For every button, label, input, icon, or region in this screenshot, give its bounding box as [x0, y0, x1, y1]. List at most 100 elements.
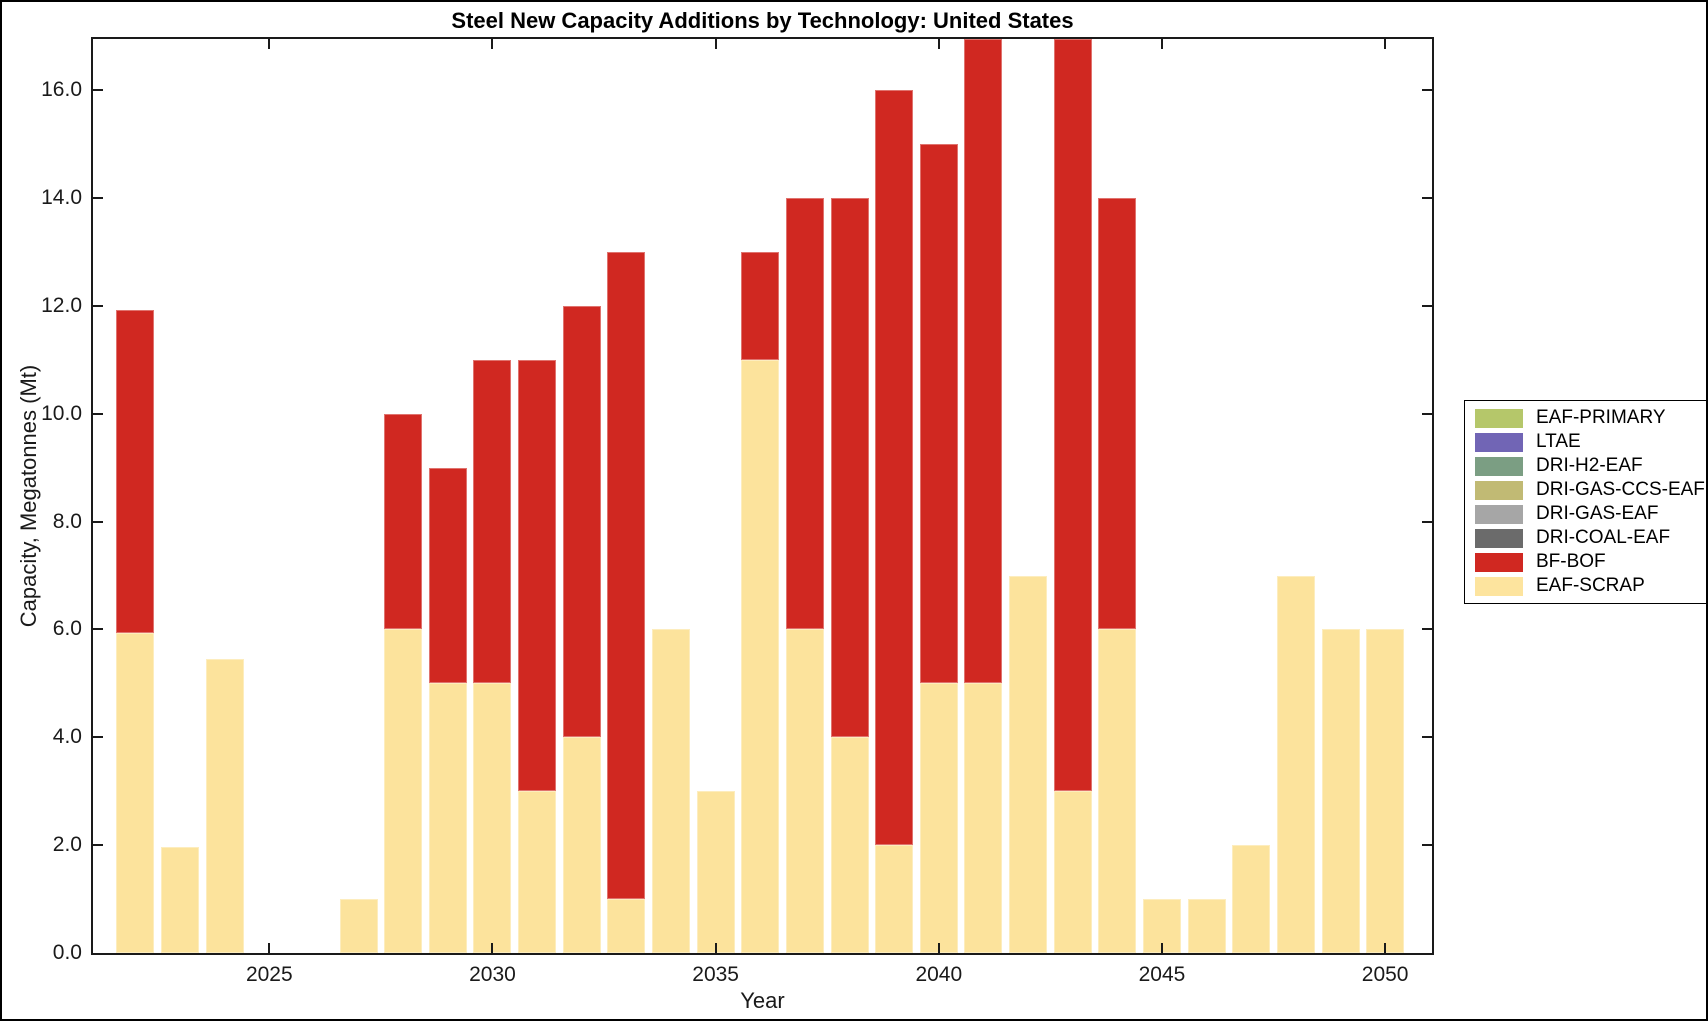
bar-segment-2031-EAF-SCRAP [518, 791, 557, 953]
y-tick-right [1422, 520, 1432, 523]
bar-segment-2038-BF-BOF [830, 198, 869, 738]
bar-segment-2038-EAF-SCRAP [830, 737, 869, 953]
bar-segment-2036-EAF-SCRAP [741, 359, 780, 953]
plot-area [93, 39, 1432, 953]
legend-label: BF-BOF [1536, 551, 1606, 572]
bar-segment-2040-EAF-SCRAP [919, 683, 958, 953]
legend-item-eaf-scrap: EAF-SCRAP [1475, 574, 1706, 598]
y-tick-left [93, 628, 103, 631]
legend-swatch [1475, 576, 1523, 596]
legend-swatch [1475, 504, 1523, 524]
y-tick-left [93, 412, 103, 415]
bar-segment-2032-BF-BOF [562, 305, 601, 738]
bar-segment-2044-BF-BOF [1098, 198, 1137, 630]
bar-segment-2044-EAF-SCRAP [1098, 629, 1137, 953]
bar-segment-2035-EAF-SCRAP [696, 791, 735, 953]
y-tick-right [1422, 197, 1432, 200]
bar-segment-2033-EAF-SCRAP [607, 899, 646, 953]
legend-item-dri-h2-eaf: DRI-H2-EAF [1475, 454, 1706, 478]
legend-label: DRI-COAL-EAF [1536, 527, 1671, 548]
x-tick-top [714, 39, 717, 49]
legend-item-ltae: LTAE [1475, 430, 1706, 454]
bar-segment-2028-EAF-SCRAP [384, 629, 423, 953]
bar-segment-2043-EAF-SCRAP [1053, 791, 1092, 953]
bar-segment-2029-EAF-SCRAP [428, 683, 467, 953]
bar-segment-2032-EAF-SCRAP [562, 737, 601, 953]
x-tick-top [1160, 39, 1163, 49]
legend-item-eaf-primary: EAF-PRIMARY [1475, 406, 1706, 430]
y-tick-label: 4.0 [52, 725, 82, 749]
legend-item-dri-gas-eaf: DRI-GAS-EAF [1475, 502, 1706, 526]
bar-segment-2043-BF-BOF [1053, 39, 1092, 792]
legend-label: LTAE [1536, 431, 1581, 452]
y-tick-right [1422, 412, 1432, 415]
bar-segment-2033-BF-BOF [607, 252, 646, 900]
bar-segment-2028-BF-BOF [384, 413, 423, 630]
legend: EAF-PRIMARY LTAE DRI-H2-EAF DRI-GAS-CCS-EAF… [1464, 400, 1706, 604]
bar-segment-2050-EAF-SCRAP [1366, 629, 1405, 953]
y-tick-label: 10.0 [41, 401, 82, 425]
y-tick-label: 12.0 [41, 293, 82, 317]
legend-label: EAF-PRIMARY [1536, 407, 1666, 428]
legend-item-bf-bof: BF-BOF [1475, 550, 1706, 574]
bar-segment-2049-EAF-SCRAP [1321, 629, 1360, 953]
bar-segment-2041-BF-BOF [964, 39, 1003, 684]
x-tick-bottom [1160, 943, 1163, 953]
bar-segment-2048-EAF-SCRAP [1276, 575, 1315, 953]
x-tick-top [937, 39, 940, 49]
chart-title: Steel New Capacity Additions by Technolo… [451, 8, 1074, 33]
x-tick-bottom [268, 943, 271, 953]
y-tick-right [1422, 628, 1432, 631]
x-tick-label: 2025 [245, 963, 293, 986]
bar-segment-2030-EAF-SCRAP [473, 683, 512, 953]
y-tick-right [1422, 736, 1432, 739]
x-tick-bottom [937, 943, 940, 953]
legend-swatch [1475, 480, 1523, 500]
x-tick-label: 2050 [1361, 963, 1409, 986]
x-tick-bottom [491, 943, 494, 953]
y-tick-label: 14.0 [41, 186, 82, 210]
legend-label: DRI-GAS-EAF [1536, 503, 1659, 524]
x-axis-label: Year [740, 988, 785, 1013]
bar-segment-2039-EAF-SCRAP [875, 845, 914, 953]
x-tick-top [268, 39, 271, 49]
x-tick-bottom [1384, 943, 1387, 953]
bar-segment-2040-BF-BOF [919, 144, 958, 684]
x-tick-label: 2040 [915, 963, 963, 986]
y-tick-right [1422, 89, 1432, 92]
x-tick-top [1384, 39, 1387, 49]
bar-segment-2023-EAF-SCRAP [161, 846, 200, 953]
axes-box [91, 37, 1434, 955]
legend-swatch [1475, 528, 1523, 548]
bar-segment-2041-EAF-SCRAP [964, 683, 1003, 953]
y-tick-left [93, 844, 103, 847]
bar-segment-2046-EAF-SCRAP [1187, 899, 1226, 953]
y-tick-left [93, 304, 103, 307]
bar-segment-2042-EAF-SCRAP [1009, 575, 1048, 953]
legend-label: EAF-SCRAP [1536, 575, 1645, 596]
bar-segment-2037-EAF-SCRAP [785, 629, 824, 953]
bar-segment-2027-EAF-SCRAP [339, 899, 378, 953]
legend-label: DRI-GAS-CCS-EAF [1536, 479, 1705, 500]
legend-item-dri-gas-ccs-eaf: DRI-GAS-CCS-EAF [1475, 478, 1706, 502]
legend-label: DRI-H2-EAF [1536, 455, 1643, 476]
bar-segment-2024-EAF-SCRAP [205, 659, 244, 953]
y-tick-right [1422, 304, 1432, 307]
y-tick-right [1422, 844, 1432, 847]
x-tick-label: 2030 [469, 963, 516, 986]
y-tick-left [93, 736, 103, 739]
y-axis-label: Capacity, Megatonnes (Mt) [16, 364, 41, 628]
y-tick-label: 16.0 [41, 78, 82, 102]
x-tick-label: 2035 [692, 963, 739, 986]
x-tick-bottom [714, 943, 717, 953]
y-tick-left [93, 197, 103, 200]
bar-segment-2039-BF-BOF [875, 90, 914, 846]
legend-swatch [1475, 552, 1523, 572]
legend-swatch [1475, 456, 1523, 476]
bar-segment-2047-EAF-SCRAP [1232, 845, 1271, 953]
y-tick-left [93, 520, 103, 523]
y-tick-label: 0.0 [52, 941, 82, 964]
legend-swatch [1475, 432, 1523, 452]
legend-item-dri-coal-eaf: DRI-COAL-EAF [1475, 526, 1706, 550]
